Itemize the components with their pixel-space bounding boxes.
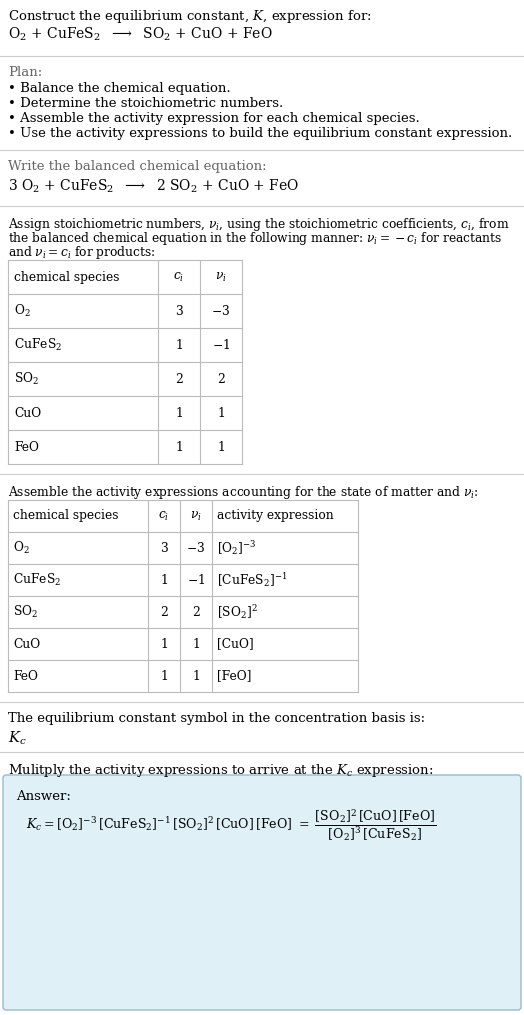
Text: [FeO]: [FeO] xyxy=(217,670,252,682)
Bar xyxy=(8,260,242,464)
Text: • Use the activity expressions to build the equilibrium constant expression.: • Use the activity expressions to build … xyxy=(8,127,512,140)
Text: chemical species: chemical species xyxy=(13,510,118,523)
Text: the balanced chemical equation in the following manner: $\nu_i = -c_i$ for react: the balanced chemical equation in the fo… xyxy=(8,230,503,247)
Text: • Determine the stoichiometric numbers.: • Determine the stoichiometric numbers. xyxy=(8,97,283,110)
Text: 1: 1 xyxy=(160,573,168,587)
Text: Mulitply the activity expressions to arrive at the $K_c$ expression:: Mulitply the activity expressions to arr… xyxy=(8,762,433,779)
Text: $\mathrm{O_2}$ + $\mathrm{CuFeS_2}$  $\longrightarrow$  $\mathrm{SO_2}$ + CuO + : $\mathrm{O_2}$ + $\mathrm{CuFeS_2}$ $\lo… xyxy=(8,26,272,44)
Text: $-3$: $-3$ xyxy=(187,541,205,555)
Text: Assemble the activity expressions accounting for the state of matter and $\nu_i$: Assemble the activity expressions accoun… xyxy=(8,484,478,501)
Text: The equilibrium constant symbol in the concentration basis is:: The equilibrium constant symbol in the c… xyxy=(8,712,425,725)
Text: 2: 2 xyxy=(217,373,225,386)
Text: $[\mathrm{O_2}]^{-3}$: $[\mathrm{O_2}]^{-3}$ xyxy=(217,539,257,557)
Text: 1: 1 xyxy=(175,406,183,419)
Text: chemical species: chemical species xyxy=(14,271,119,283)
Text: 1: 1 xyxy=(175,338,183,351)
Text: 1: 1 xyxy=(160,637,168,651)
Text: $[\mathrm{SO_2}]^2$: $[\mathrm{SO_2}]^2$ xyxy=(217,603,258,621)
Text: $-1$: $-1$ xyxy=(212,338,230,352)
Text: 1: 1 xyxy=(192,637,200,651)
Text: FeO: FeO xyxy=(13,670,38,682)
Text: $\nu_i$: $\nu_i$ xyxy=(215,270,227,283)
Text: • Balance the chemical equation.: • Balance the chemical equation. xyxy=(8,82,231,95)
Text: $c_i$: $c_i$ xyxy=(158,510,170,523)
Text: activity expression: activity expression xyxy=(217,510,334,523)
Text: CuO: CuO xyxy=(14,406,41,419)
Text: 3 $\mathrm{O_2}$ + $\mathrm{CuFeS_2}$  $\longrightarrow$  2 $\mathrm{SO_2}$ + Cu: 3 $\mathrm{O_2}$ + $\mathrm{CuFeS_2}$ $\… xyxy=(8,178,299,196)
Text: $[\mathrm{CuFeS_2}]^{-1}$: $[\mathrm{CuFeS_2}]^{-1}$ xyxy=(217,571,288,589)
Text: $\mathrm{O_2}$: $\mathrm{O_2}$ xyxy=(13,540,30,556)
Text: Plan:: Plan: xyxy=(8,66,42,79)
Text: Construct the equilibrium constant, $K$, expression for:: Construct the equilibrium constant, $K$,… xyxy=(8,8,372,25)
Text: $\mathrm{SO_2}$: $\mathrm{SO_2}$ xyxy=(13,604,38,620)
Text: Answer:: Answer: xyxy=(16,790,71,803)
Text: • Assemble the activity expression for each chemical species.: • Assemble the activity expression for e… xyxy=(8,112,420,125)
Text: 2: 2 xyxy=(175,373,183,386)
Text: $K_c = [\mathrm{O_2}]^{-3}\,[\mathrm{CuFeS_2}]^{-1}\,[\mathrm{SO_2}]^2\,[\mathrm: $K_c = [\mathrm{O_2}]^{-3}\,[\mathrm{CuF… xyxy=(26,807,436,843)
Text: 2: 2 xyxy=(192,606,200,618)
Bar xyxy=(8,500,358,692)
Text: Write the balanced chemical equation:: Write the balanced chemical equation: xyxy=(8,160,267,173)
Text: $\mathrm{CuFeS_2}$: $\mathrm{CuFeS_2}$ xyxy=(13,571,61,588)
FancyBboxPatch shape xyxy=(3,775,521,1010)
Text: $-1$: $-1$ xyxy=(187,573,205,587)
Text: Assign stoichiometric numbers, $\nu_i$, using the stoichiometric coefficients, $: Assign stoichiometric numbers, $\nu_i$, … xyxy=(8,216,509,233)
Text: $K_c$: $K_c$ xyxy=(8,730,27,747)
Text: $\mathrm{CuFeS_2}$: $\mathrm{CuFeS_2}$ xyxy=(14,337,62,353)
Text: $\mathrm{O_2}$: $\mathrm{O_2}$ xyxy=(14,302,31,319)
Text: $c_i$: $c_i$ xyxy=(173,270,184,283)
Text: $\mathrm{SO_2}$: $\mathrm{SO_2}$ xyxy=(14,370,39,387)
Text: 2: 2 xyxy=(160,606,168,618)
Text: 1: 1 xyxy=(175,441,183,454)
Text: [CuO]: [CuO] xyxy=(217,637,254,651)
Text: 3: 3 xyxy=(160,541,168,554)
Text: 3: 3 xyxy=(175,304,183,318)
Text: and $\nu_i = c_i$ for products:: and $\nu_i = c_i$ for products: xyxy=(8,244,156,261)
Text: 1: 1 xyxy=(217,441,225,454)
Text: CuO: CuO xyxy=(13,637,40,651)
Text: 1: 1 xyxy=(217,406,225,419)
Text: 1: 1 xyxy=(160,670,168,682)
Text: FeO: FeO xyxy=(14,441,39,454)
Text: $-3$: $-3$ xyxy=(211,304,231,318)
Text: 1: 1 xyxy=(192,670,200,682)
Text: $\nu_i$: $\nu_i$ xyxy=(190,510,202,523)
